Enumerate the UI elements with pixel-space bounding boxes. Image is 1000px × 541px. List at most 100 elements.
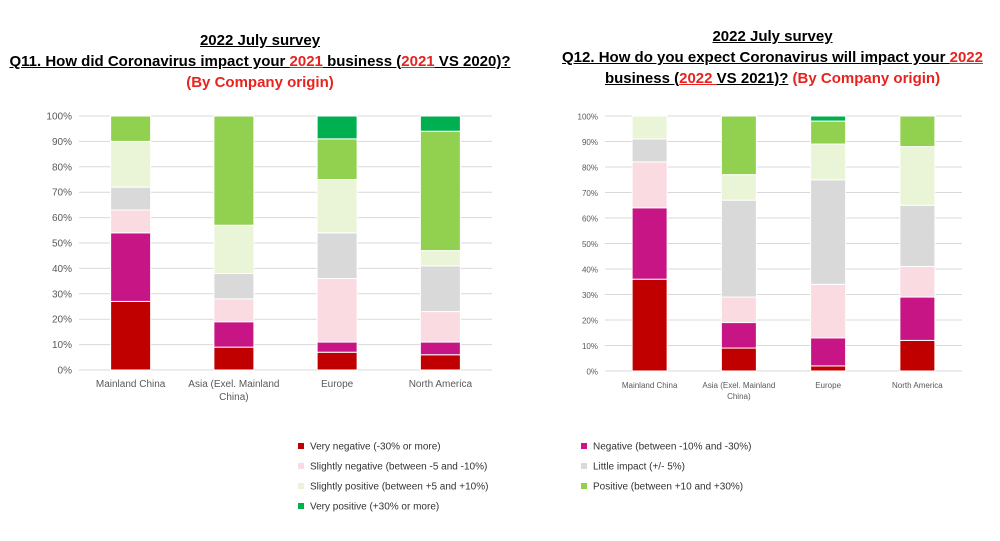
y-tick-label: 80% bbox=[582, 164, 598, 173]
title-line-1: 2022 July survey bbox=[199, 32, 321, 49]
y-tick-label: 0% bbox=[58, 366, 73, 377]
y-tick-label: 10% bbox=[582, 342, 598, 351]
x-tick-label: North America bbox=[409, 379, 473, 390]
title-line-3: business (2022 VS 2021)? (By Company ori… bbox=[545, 68, 1000, 89]
y-tick-label: 40% bbox=[52, 264, 72, 275]
bar-segment-little_impact bbox=[316, 232, 358, 280]
title-year: 2021 bbox=[401, 53, 435, 70]
y-tick-label: 50% bbox=[582, 240, 598, 249]
y-tick-label: 10% bbox=[52, 340, 72, 351]
bar-segment-slightly_positive bbox=[810, 143, 847, 181]
bar-segment-slightly_negative bbox=[419, 311, 461, 343]
bar-segment-slightly_positive bbox=[899, 146, 936, 206]
y-tick-label: 60% bbox=[582, 215, 598, 224]
title-line-3: (By Company origin) bbox=[186, 74, 334, 91]
y-tick-label: 90% bbox=[52, 137, 72, 148]
legend-swatch-little_impact bbox=[581, 463, 587, 469]
bar-segment-slightly_negative bbox=[631, 161, 668, 209]
bar-segment-negative bbox=[899, 296, 936, 341]
bar-segment-negative bbox=[631, 207, 668, 280]
bar-segment-negative bbox=[316, 341, 358, 353]
bar-segment-positive bbox=[810, 120, 847, 145]
title-text: VS 2020)? bbox=[434, 53, 511, 70]
bar-segment-little_impact bbox=[213, 272, 255, 300]
bar-segment-slightly_positive bbox=[213, 224, 255, 274]
chart-title-q12: 2022 July survey Q12. How do you expect … bbox=[545, 26, 1000, 89]
bar-segment-very_positive bbox=[316, 115, 358, 140]
legend-label-positive: Positive (between +10 and +30%) bbox=[593, 482, 743, 493]
y-tick-label: 100% bbox=[578, 113, 598, 122]
title-subtitle: (By Company origin) bbox=[788, 70, 941, 87]
bar-segment-little_impact bbox=[110, 186, 152, 211]
title-year: 2022 bbox=[679, 70, 717, 87]
bar-segment-little_impact bbox=[720, 199, 757, 298]
bar-segment-slightly_negative bbox=[810, 283, 847, 339]
legend-swatch-very_negative bbox=[298, 443, 304, 449]
bar-segment-slightly_negative bbox=[720, 296, 757, 324]
bar-segment-positive bbox=[720, 115, 757, 176]
legend-label-negative: Negative (between -10% and -30%) bbox=[593, 442, 751, 453]
bar-segment-slightly_positive bbox=[316, 179, 358, 234]
bar-segment-negative bbox=[810, 337, 847, 367]
bar-segment-positive bbox=[213, 115, 255, 226]
legend-swatch-positive bbox=[581, 483, 587, 489]
bar-segment-little_impact bbox=[899, 204, 936, 267]
bar-segment-slightly_negative bbox=[316, 278, 358, 343]
legend-label-little_impact: Little impact (+/- 5%) bbox=[593, 462, 685, 473]
bar-segment-slightly_negative bbox=[110, 209, 152, 234]
bar-segment-slightly_positive bbox=[631, 115, 668, 140]
bar-segment-very_negative bbox=[316, 351, 358, 371]
bar-segment-positive bbox=[316, 138, 358, 180]
bar-segment-negative bbox=[213, 321, 255, 348]
bar-segment-very_positive bbox=[810, 115, 847, 122]
bar-segment-slightly_positive bbox=[720, 174, 757, 201]
bar-segment-slightly_negative bbox=[213, 298, 255, 323]
legend-label-very_positive: Very positive (+30% or more) bbox=[310, 502, 439, 513]
chart-title-q11: 2022 July survey Q11. How did Coronaviru… bbox=[0, 30, 520, 93]
bar-segment-little_impact bbox=[810, 179, 847, 285]
title-line-2: Q12. How do you expect Coronavirus will … bbox=[545, 47, 1000, 68]
y-tick-label: 60% bbox=[52, 213, 72, 224]
legend-label-slightly_negative: Slightly negative (between -5 and -10%) bbox=[310, 462, 487, 473]
y-tick-label: 0% bbox=[586, 368, 598, 377]
y-tick-label: 20% bbox=[582, 317, 598, 326]
title-year: 2022 bbox=[949, 49, 983, 66]
y-tick-label: 30% bbox=[582, 291, 598, 300]
bar-segment-very_negative bbox=[899, 339, 936, 372]
y-tick-label: 70% bbox=[582, 189, 598, 198]
title-text: Q12. How do you expect Coronavirus will … bbox=[562, 49, 950, 66]
x-tick-label: Europe bbox=[815, 381, 841, 390]
x-tick-label: Asia (Exel. Mainland bbox=[188, 379, 279, 390]
bar-segment-positive bbox=[899, 115, 936, 148]
chart-q12: 0% 10% 20% 30% 40% 50% 60% 70% 80% 90% 100% Mainlan… bbox=[578, 113, 962, 401]
bar-segment-very_negative bbox=[720, 347, 757, 372]
legend-swatch-very_positive bbox=[298, 503, 304, 509]
bar-segment-slightly_positive bbox=[419, 250, 461, 267]
x-tick-label: Asia (Exel. Mainland bbox=[702, 381, 775, 390]
title-text: business ( bbox=[322, 53, 402, 70]
y-tick-label: 20% bbox=[52, 315, 72, 326]
bar-segment-very_negative bbox=[419, 354, 461, 371]
y-tick-label: 40% bbox=[582, 266, 598, 275]
bar-segment-very_positive bbox=[419, 115, 461, 132]
x-tick-label: China) bbox=[727, 392, 751, 401]
bar-segment-very_negative bbox=[110, 300, 152, 371]
x-tick-label: Mainland China bbox=[622, 381, 678, 390]
bar-segment-slightly_negative bbox=[899, 265, 936, 298]
legend-swatch-slightly_positive bbox=[298, 483, 304, 489]
bar-segment-slightly_positive bbox=[110, 140, 152, 188]
bar-segment-positive bbox=[110, 115, 152, 142]
y-tick-label: 90% bbox=[582, 138, 598, 147]
bar-segment-positive bbox=[419, 130, 461, 252]
bar-segment-very_negative bbox=[631, 278, 668, 372]
title-text: VS 2021)? bbox=[716, 70, 789, 87]
bar-segment-very_negative bbox=[810, 365, 847, 372]
bar-segment-negative bbox=[419, 341, 461, 356]
title-line-1: 2022 July survey bbox=[712, 28, 833, 45]
legend-label-very_negative: Very negative (-30% or more) bbox=[310, 442, 441, 453]
x-tick-label: North America bbox=[892, 381, 943, 390]
y-tick-label: 80% bbox=[52, 162, 72, 173]
title-year: 2021 bbox=[289, 53, 323, 70]
title-text: business ( bbox=[604, 70, 680, 87]
